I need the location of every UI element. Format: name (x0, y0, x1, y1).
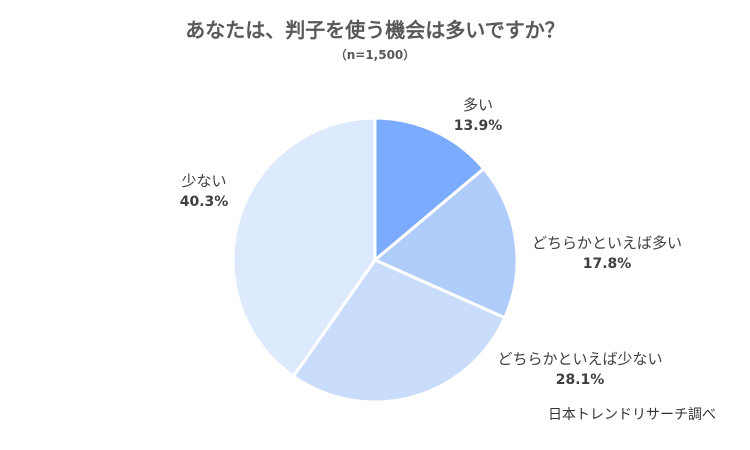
pie-slice (373, 116, 486, 262)
chart-title: あなたは、判子を使う機会は多いですか？ (185, 18, 565, 42)
slice-value-label: 28.1% (555, 372, 605, 388)
slice-value-label: 17.8% (582, 256, 632, 272)
pie-slice (231, 116, 377, 378)
chart-subtitle: （n=1,500） (334, 48, 416, 62)
slice-label: どちらかといえば少ない (497, 350, 663, 368)
source-credit: 日本トレンドリサーチ調べ (548, 407, 716, 423)
slice-value-label: 40.3% (179, 194, 229, 210)
slice-label: どちらかといえば多い (531, 234, 683, 252)
slice-value-label: 13.9% (453, 118, 503, 134)
slice-label: 少ない (181, 172, 227, 190)
pie-slice (291, 258, 507, 404)
slice-label: 多い (462, 96, 494, 114)
pie-slice (373, 167, 519, 320)
